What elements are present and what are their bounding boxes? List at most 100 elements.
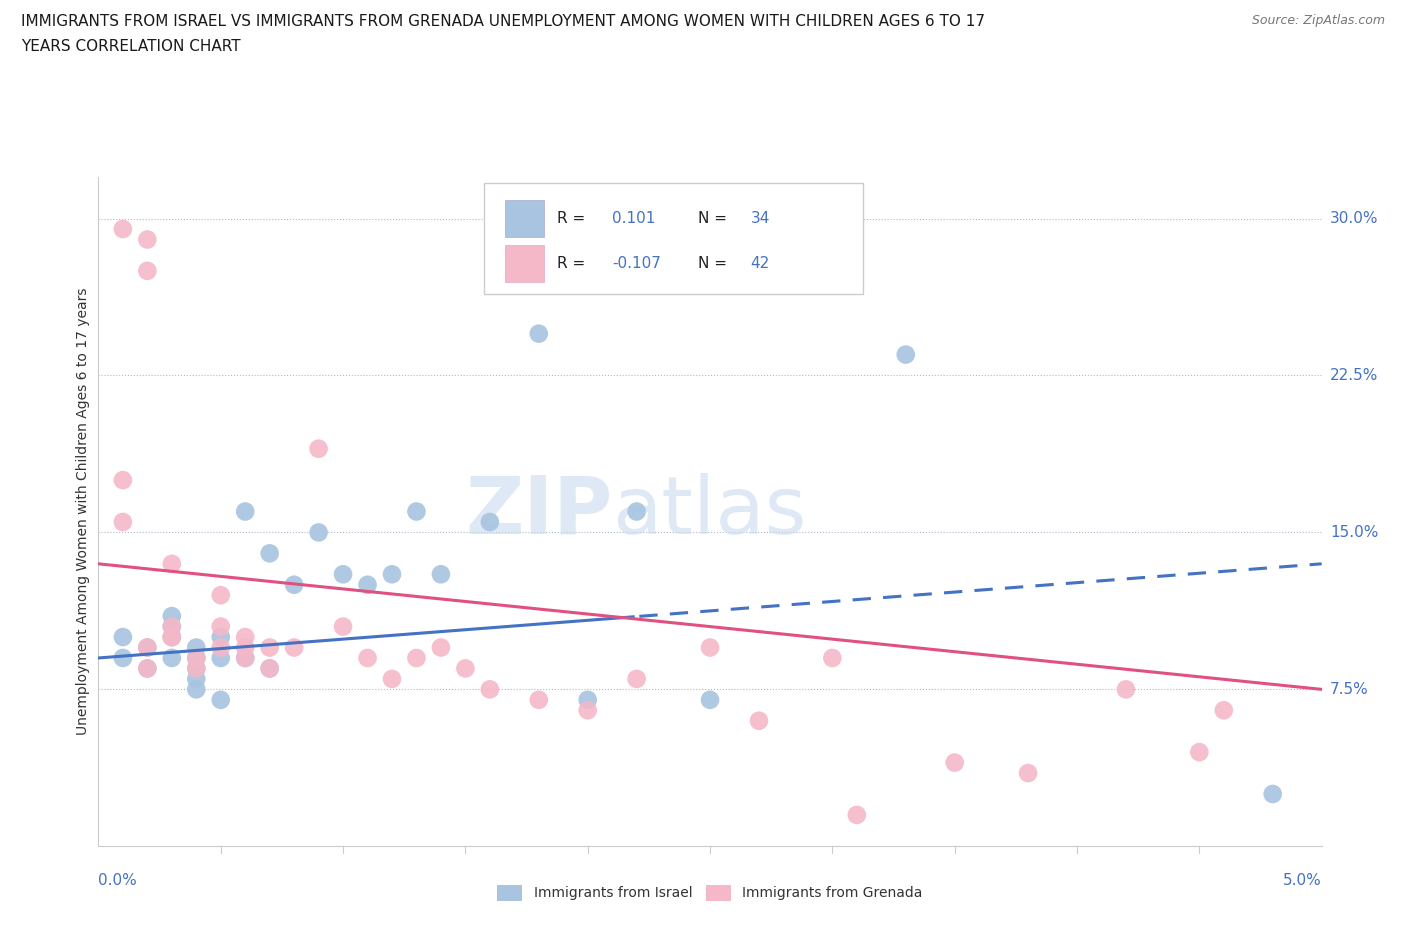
Point [209, 692, 232, 708]
Point [136, 640, 159, 655]
Text: 15.0%: 15.0% [1330, 525, 1378, 540]
Point [111, 651, 134, 666]
Bar [505, 246, 544, 282]
Point [405, 504, 427, 519]
Text: 5.0%: 5.0% [1282, 873, 1322, 888]
Point [626, 504, 648, 519]
Text: 0.101: 0.101 [612, 211, 655, 226]
Point [136, 640, 159, 655]
Point [454, 661, 477, 676]
Text: 30.0%: 30.0% [1330, 211, 1378, 226]
Text: IMMIGRANTS FROM ISRAEL VS IMMIGRANTS FROM GRENADA UNEMPLOYMENT AMONG WOMEN WITH : IMMIGRANTS FROM ISRAEL VS IMMIGRANTS FRO… [21, 14, 986, 29]
Point [259, 640, 281, 655]
Point [1212, 703, 1234, 718]
FancyBboxPatch shape [484, 183, 863, 294]
Point [160, 556, 183, 571]
Point [160, 609, 183, 624]
Point [1261, 787, 1284, 802]
Legend: Immigrants from Israel, Immigrants from Grenada: Immigrants from Israel, Immigrants from … [492, 879, 928, 907]
Text: 7.5%: 7.5% [1330, 682, 1368, 697]
Text: -0.107: -0.107 [612, 257, 661, 272]
Point [381, 671, 404, 686]
Point [356, 578, 378, 592]
Point [381, 567, 404, 582]
Point [136, 661, 159, 676]
Point [283, 640, 305, 655]
Text: YEARS CORRELATION CHART: YEARS CORRELATION CHART [21, 39, 240, 54]
Text: ZIP: ZIP [465, 472, 612, 551]
Point [527, 326, 550, 341]
Text: atlas: atlas [612, 472, 807, 551]
Point [209, 619, 232, 634]
Point [233, 651, 256, 666]
Point [430, 640, 453, 655]
Point [748, 713, 770, 728]
Point [576, 692, 599, 708]
Point [405, 651, 427, 666]
Point [478, 514, 501, 529]
Bar [505, 201, 544, 237]
Point [233, 630, 256, 644]
Point [186, 661, 208, 676]
Point [233, 504, 256, 519]
Text: 34: 34 [751, 211, 769, 226]
Point [943, 755, 966, 770]
Point [160, 630, 183, 644]
Point [626, 671, 648, 686]
Point [699, 692, 721, 708]
Point [1188, 745, 1211, 760]
Point [259, 546, 281, 561]
Point [233, 640, 256, 655]
Point [160, 619, 183, 634]
Point [136, 661, 159, 676]
Point [259, 661, 281, 676]
Point [478, 682, 501, 697]
Point [186, 682, 208, 697]
Point [186, 640, 208, 655]
Point [186, 671, 208, 686]
Text: 0.0%: 0.0% [98, 873, 138, 888]
Text: Source: ZipAtlas.com: Source: ZipAtlas.com [1251, 14, 1385, 27]
Point [259, 661, 281, 676]
Text: R =: R = [557, 257, 591, 272]
Point [527, 692, 550, 708]
Text: 22.5%: 22.5% [1330, 368, 1378, 383]
Point [1017, 765, 1039, 780]
Point [845, 807, 868, 822]
Point [332, 619, 354, 634]
Point [136, 232, 159, 247]
Point [186, 651, 208, 666]
Point [136, 263, 159, 278]
Point [186, 651, 208, 666]
Point [111, 221, 134, 236]
Point [308, 442, 330, 457]
Point [160, 619, 183, 634]
Point [111, 630, 134, 644]
Text: 42: 42 [751, 257, 769, 272]
Point [430, 567, 453, 582]
Point [332, 567, 354, 582]
Point [209, 651, 232, 666]
Text: N =: N = [697, 211, 731, 226]
Point [308, 525, 330, 540]
Point [894, 347, 917, 362]
Point [283, 578, 305, 592]
Y-axis label: Unemployment Among Women with Children Ages 6 to 17 years: Unemployment Among Women with Children A… [76, 287, 90, 736]
Point [576, 703, 599, 718]
Point [233, 651, 256, 666]
Point [160, 651, 183, 666]
Point [821, 651, 844, 666]
Point [186, 661, 208, 676]
Point [209, 588, 232, 603]
Point [160, 630, 183, 644]
Point [160, 630, 183, 644]
Text: R =: R = [557, 211, 591, 226]
Point [209, 630, 232, 644]
Text: N =: N = [697, 257, 731, 272]
Point [699, 640, 721, 655]
Point [1115, 682, 1137, 697]
Point [111, 472, 134, 487]
Point [356, 651, 378, 666]
Point [209, 640, 232, 655]
Point [111, 514, 134, 529]
